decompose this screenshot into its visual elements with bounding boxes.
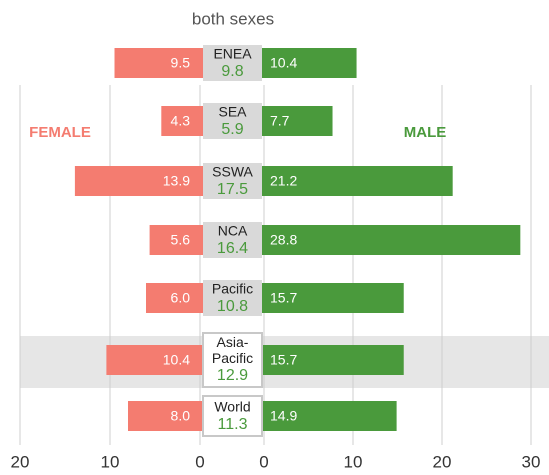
legend-female: FEMALE (29, 124, 91, 141)
value-label-male: 15.7 (270, 352, 297, 368)
value-label-male: 21.2 (270, 173, 297, 189)
category-label: World (214, 399, 250, 415)
x-tick-label: 0 (259, 452, 268, 471)
bar-female (146, 283, 205, 313)
x-tick-label: 10 (101, 452, 120, 471)
value-label-male: 7.7 (270, 113, 290, 129)
category-box (202, 395, 263, 437)
value-label-male: 14.9 (270, 408, 297, 424)
center-title: both sexes (192, 9, 274, 28)
value-label-both: 16.4 (217, 240, 248, 257)
bar-male (261, 401, 397, 431)
bar-male (261, 283, 404, 313)
value-label-both: 17.5 (217, 181, 248, 198)
value-label-female: 13.9 (163, 173, 190, 189)
bar-female (106, 345, 205, 375)
category-box (203, 103, 262, 139)
bar-male (261, 48, 357, 78)
category-label: SSWA (212, 164, 253, 180)
bar-male (261, 166, 453, 196)
category-label: ENEA (213, 46, 252, 62)
bar-male (261, 345, 404, 375)
category-label: NCA (218, 223, 248, 239)
x-tick-label: 0 (195, 452, 204, 471)
bar-female (161, 106, 205, 136)
legend-male: MALE (404, 124, 447, 141)
bar-male (261, 106, 333, 136)
value-label-male: 15.7 (270, 290, 297, 306)
value-label-female: 9.5 (171, 55, 191, 71)
x-tick-label: 10 (344, 452, 363, 471)
value-label-female: 5.6 (171, 232, 191, 248)
value-label-female: 8.0 (171, 408, 191, 424)
value-label-female: 6.0 (171, 290, 191, 306)
value-label-both: 9.8 (221, 63, 243, 80)
bar-female (74, 166, 206, 196)
x-tick-label: 20 (11, 452, 30, 471)
bar-male (261, 225, 521, 255)
category-box (203, 45, 262, 81)
category-label: Pacific (212, 281, 253, 297)
category-box (203, 163, 262, 199)
value-label-male: 10.4 (270, 55, 297, 71)
bar-female (149, 225, 205, 255)
x-tick-label: 30 (522, 452, 541, 471)
value-label-both: 10.8 (217, 298, 248, 315)
category-box (203, 280, 262, 316)
value-label-female: 10.4 (163, 352, 190, 368)
x-tick-label: 20 (433, 452, 452, 471)
category-label: SEA (218, 104, 247, 120)
category-box (203, 222, 262, 258)
category-label: Asia-Pacific (212, 334, 253, 366)
value-label-both: 5.9 (221, 121, 243, 138)
bar-female (114, 48, 205, 78)
value-label-male: 28.8 (270, 232, 297, 248)
bar-female (128, 401, 205, 431)
value-label-both: 12.9 (217, 367, 248, 384)
value-label-both: 11.3 (218, 416, 248, 433)
category-box (202, 332, 263, 388)
value-label-female: 4.3 (171, 113, 191, 129)
